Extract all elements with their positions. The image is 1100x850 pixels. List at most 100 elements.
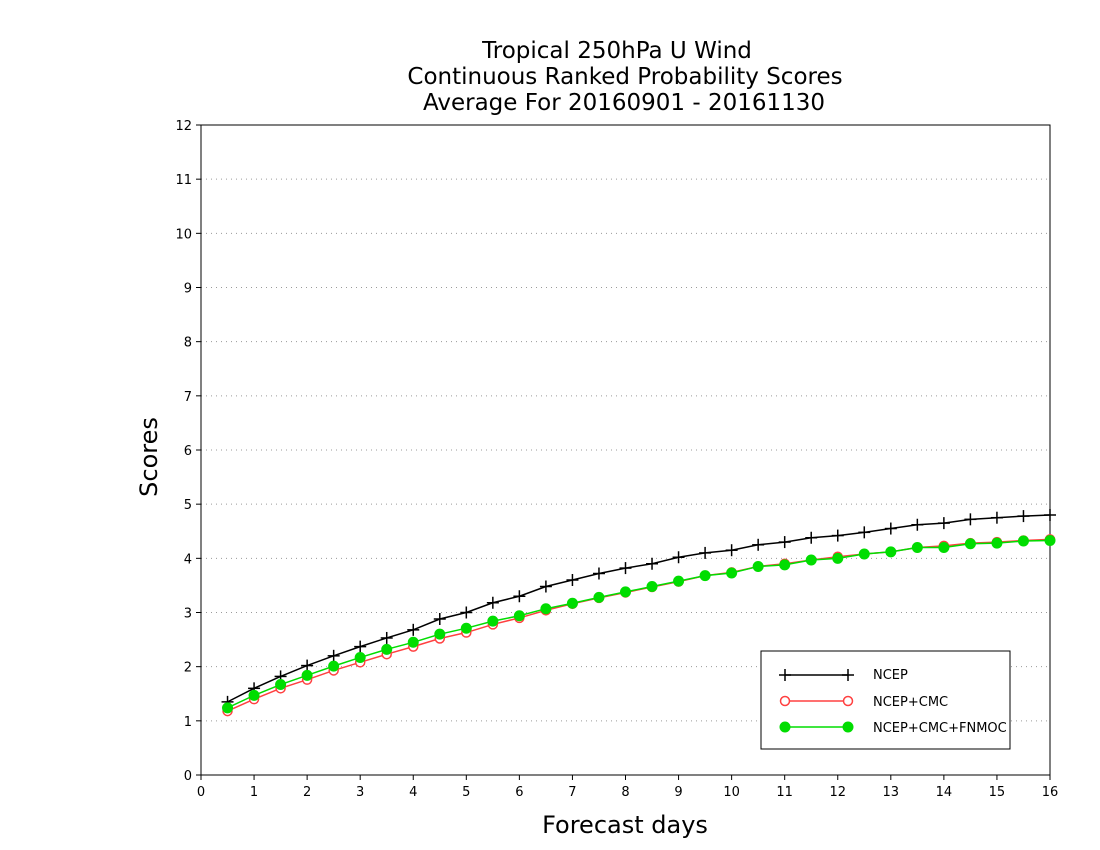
legend-marker-ncep-start bbox=[779, 669, 791, 681]
x-tick-label-0: 0 bbox=[197, 785, 205, 800]
point-ncep-cmc-fnmoc-25 bbox=[885, 546, 897, 558]
legend-label-ncep-cmc-fnmoc: NCEP+CMC+FNMOC bbox=[873, 721, 1007, 736]
y-tick-label-7: 7 bbox=[184, 390, 192, 405]
point-ncep-cmc-fnmoc-28 bbox=[964, 538, 976, 550]
point-ncep-20 bbox=[752, 538, 765, 551]
series-ncep-cmc-fnmoc bbox=[222, 534, 1056, 714]
series-ncep bbox=[221, 509, 1056, 708]
point-ncep-23 bbox=[831, 529, 844, 542]
point-ncep-cmc-fnmoc-16 bbox=[646, 581, 658, 592]
legend-marker-ncep-end bbox=[842, 669, 854, 681]
point-ncep-cmc-fnmoc-2 bbox=[275, 679, 287, 691]
x-tick-label-13: 13 bbox=[883, 785, 900, 800]
y-axis-label: Scores bbox=[135, 417, 163, 497]
point-ncep-9 bbox=[460, 606, 473, 619]
point-ncep-cmc-fnmoc-22 bbox=[805, 554, 817, 566]
x-tick-label-8: 8 bbox=[621, 785, 629, 800]
point-ncep-cmc-fnmoc-17 bbox=[673, 575, 685, 587]
point-ncep-15 bbox=[619, 562, 632, 575]
point-ncep-cmc-fnmoc-14 bbox=[593, 591, 605, 603]
point-ncep-29 bbox=[990, 511, 1003, 524]
y-tick-label-6: 6 bbox=[184, 444, 192, 459]
y-tick-label-3: 3 bbox=[184, 607, 192, 622]
title-line-2: Continuous Ranked Probability Scores bbox=[407, 64, 842, 90]
x-tick-label-1: 1 bbox=[250, 785, 258, 800]
point-ncep-cmc-fnmoc-12 bbox=[540, 603, 552, 615]
point-ncep-cmc-fnmoc-20 bbox=[752, 560, 764, 572]
legend-label-ncep: NCEP bbox=[873, 668, 908, 683]
y-tick-label-8: 8 bbox=[184, 336, 192, 351]
point-ncep-cmc-fnmoc-3 bbox=[301, 669, 313, 681]
x-tick-label-3: 3 bbox=[356, 785, 364, 800]
title-line-1: Tropical 250hPa U Wind bbox=[481, 38, 752, 64]
title-line-3: Average For 20160901 - 20161130 bbox=[423, 90, 825, 116]
point-ncep-12 bbox=[539, 580, 552, 593]
point-ncep-cmc-fnmoc-29 bbox=[991, 537, 1003, 549]
y-tick-label-2: 2 bbox=[184, 661, 192, 676]
point-ncep-14 bbox=[592, 567, 605, 580]
point-ncep-13 bbox=[566, 574, 579, 586]
point-ncep-cmc-fnmoc-31 bbox=[1044, 534, 1056, 546]
series-lines bbox=[221, 509, 1056, 717]
y-tick-label-12: 12 bbox=[175, 119, 192, 134]
x-tick-label-7: 7 bbox=[568, 785, 576, 800]
x-tick-label-9: 9 bbox=[674, 785, 682, 800]
legend-samples bbox=[779, 669, 854, 733]
point-ncep-17 bbox=[672, 551, 685, 564]
x-tick-label-12: 12 bbox=[829, 785, 846, 800]
x-tick-label-15: 15 bbox=[989, 785, 1006, 800]
y-tick-label-5: 5 bbox=[184, 498, 192, 513]
point-ncep-cmc-fnmoc-26 bbox=[911, 542, 923, 553]
point-ncep-cmc-fnmoc-27 bbox=[938, 542, 950, 553]
point-ncep-cmc-fnmoc-11 bbox=[513, 610, 525, 622]
y-tick-label-1: 1 bbox=[184, 715, 192, 730]
point-ncep-5 bbox=[354, 640, 367, 653]
point-ncep-cmc-fnmoc-6 bbox=[381, 643, 393, 655]
legend-marker-ncep-cmc-fnmoc-start bbox=[779, 721, 791, 733]
point-ncep-22 bbox=[805, 531, 818, 544]
point-ncep-7 bbox=[407, 623, 420, 636]
point-ncep-31 bbox=[1044, 509, 1056, 521]
point-ncep-10 bbox=[486, 596, 499, 609]
point-ncep-cmc-fnmoc-0 bbox=[222, 702, 234, 714]
x-tick-label-2: 2 bbox=[303, 785, 311, 800]
point-ncep-25 bbox=[884, 522, 897, 535]
legend-label-ncep-cmc: NCEP+CMC bbox=[873, 695, 948, 710]
point-ncep-19 bbox=[725, 544, 738, 557]
point-ncep-24 bbox=[858, 526, 871, 539]
point-ncep-cmc-fnmoc-15 bbox=[620, 586, 631, 598]
x-tick-label-10: 10 bbox=[723, 785, 740, 800]
point-ncep-26 bbox=[911, 518, 924, 531]
point-ncep-30 bbox=[1017, 510, 1030, 523]
x-axis-label: Forecast days bbox=[542, 811, 708, 839]
point-ncep-cmc-fnmoc-5 bbox=[354, 651, 366, 663]
point-ncep-8 bbox=[433, 613, 446, 625]
y-tick-label-11: 11 bbox=[175, 173, 192, 188]
point-ncep-27 bbox=[937, 517, 950, 530]
chart-title: Tropical 250hPa U Wind Continuous Ranked… bbox=[407, 38, 842, 116]
point-ncep-cmc-fnmoc-30 bbox=[1017, 535, 1029, 547]
x-tick-label-6: 6 bbox=[515, 785, 523, 800]
x-tick-label-11: 11 bbox=[776, 785, 793, 800]
point-ncep-cmc-fnmoc-21 bbox=[779, 559, 791, 571]
point-ncep-cmc-fnmoc-8 bbox=[434, 628, 446, 640]
legend-marker-ncep-cmc-end bbox=[842, 695, 854, 707]
legend-marker-ncep-cmc-fnmoc-end bbox=[842, 721, 854, 733]
point-ncep-11 bbox=[513, 590, 526, 603]
y-tick-label-4: 4 bbox=[184, 552, 192, 567]
point-ncep-cmc-fnmoc-13 bbox=[566, 597, 578, 609]
point-ncep-cmc-fnmoc-7 bbox=[407, 636, 419, 648]
legend: NCEP NCEP+CMC NCEP+CMC+FNMOC bbox=[760, 650, 1011, 750]
point-ncep-28 bbox=[964, 513, 977, 526]
point-ncep-16 bbox=[646, 557, 659, 570]
x-tick-label-14: 14 bbox=[936, 785, 953, 800]
point-ncep-6 bbox=[380, 631, 393, 644]
point-ncep-cmc-fnmoc-10 bbox=[487, 615, 499, 627]
x-tick-label-4: 4 bbox=[409, 785, 417, 800]
point-ncep-cmc-fnmoc-18 bbox=[699, 570, 711, 582]
point-ncep-cmc-fnmoc-1 bbox=[248, 689, 260, 701]
x-tick-label-16: 16 bbox=[1042, 785, 1059, 800]
y-tick-label-9: 9 bbox=[184, 282, 192, 297]
y-tick-label-0: 0 bbox=[184, 769, 192, 784]
